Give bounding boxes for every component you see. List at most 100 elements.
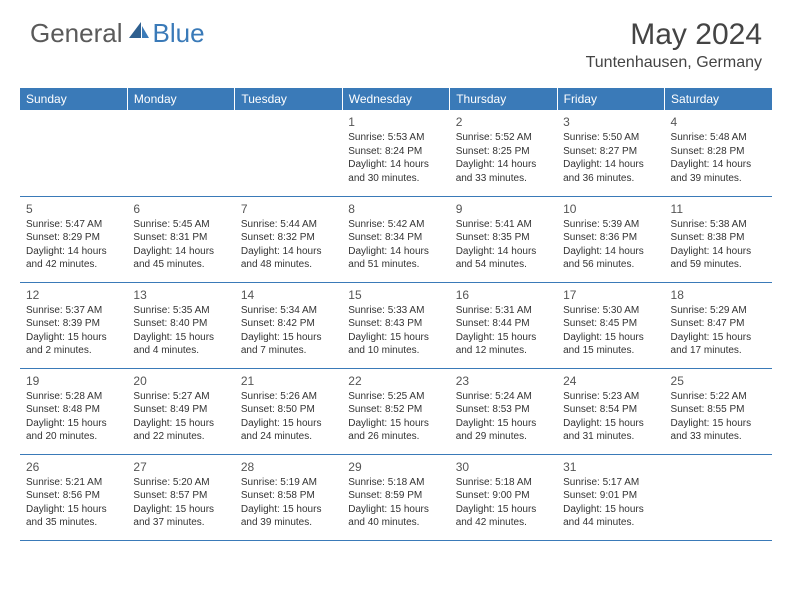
sunset-text: Sunset: 8:54 PM — [563, 403, 658, 417]
sunrise-text: Sunrise: 5:24 AM — [456, 390, 551, 404]
sunrise-text: Sunrise: 5:38 AM — [671, 218, 766, 232]
sunrise-text: Sunrise: 5:27 AM — [133, 390, 228, 404]
sunrise-text: Sunrise: 5:35 AM — [133, 304, 228, 318]
day-number: 26 — [26, 459, 121, 475]
sunrise-text: Sunrise: 5:26 AM — [241, 390, 336, 404]
sunrise-text: Sunrise: 5:48 AM — [671, 131, 766, 145]
day-number: 25 — [671, 373, 766, 389]
day-header-tuesday: Tuesday — [235, 88, 342, 110]
daylight-text: Daylight: 14 hours and 36 minutes. — [563, 158, 658, 185]
sunrise-text: Sunrise: 5:42 AM — [348, 218, 443, 232]
daylight-text: Daylight: 15 hours and 42 minutes. — [456, 503, 551, 530]
day-cell: 13Sunrise: 5:35 AMSunset: 8:40 PMDayligh… — [127, 282, 234, 368]
day-cell: 16Sunrise: 5:31 AMSunset: 8:44 PMDayligh… — [450, 282, 557, 368]
sunrise-text: Sunrise: 5:53 AM — [348, 131, 443, 145]
sunset-text: Sunset: 8:49 PM — [133, 403, 228, 417]
day-number: 2 — [456, 114, 551, 130]
day-number: 27 — [133, 459, 228, 475]
daylight-text: Daylight: 14 hours and 45 minutes. — [133, 245, 228, 272]
calendar-body: 1Sunrise: 5:53 AMSunset: 8:24 PMDaylight… — [20, 110, 772, 540]
day-number: 19 — [26, 373, 121, 389]
day-number: 6 — [133, 201, 228, 217]
title-block: May 2024 Tuntenhausen, Germany — [586, 18, 762, 72]
daylight-text: Daylight: 15 hours and 31 minutes. — [563, 417, 658, 444]
sunset-text: Sunset: 8:59 PM — [348, 489, 443, 503]
page-header: General Blue May 2024 Tuntenhausen, Germ… — [0, 0, 792, 80]
sunrise-text: Sunrise: 5:41 AM — [456, 218, 551, 232]
sunrise-text: Sunrise: 5:30 AM — [563, 304, 658, 318]
day-cell — [20, 110, 127, 196]
day-number: 12 — [26, 287, 121, 303]
day-number: 5 — [26, 201, 121, 217]
day-header-thursday: Thursday — [450, 88, 557, 110]
sunset-text: Sunset: 8:55 PM — [671, 403, 766, 417]
sunrise-text: Sunrise: 5:50 AM — [563, 131, 658, 145]
day-number: 22 — [348, 373, 443, 389]
day-cell: 28Sunrise: 5:19 AMSunset: 8:58 PMDayligh… — [235, 454, 342, 540]
day-number: 8 — [348, 201, 443, 217]
sunset-text: Sunset: 8:52 PM — [348, 403, 443, 417]
day-cell: 14Sunrise: 5:34 AMSunset: 8:42 PMDayligh… — [235, 282, 342, 368]
day-cell: 1Sunrise: 5:53 AMSunset: 8:24 PMDaylight… — [342, 110, 449, 196]
week-row: 1Sunrise: 5:53 AMSunset: 8:24 PMDaylight… — [20, 110, 772, 196]
sunrise-text: Sunrise: 5:18 AM — [348, 476, 443, 490]
daylight-text: Daylight: 15 hours and 29 minutes. — [456, 417, 551, 444]
sunrise-text: Sunrise: 5:44 AM — [241, 218, 336, 232]
daylight-text: Daylight: 15 hours and 33 minutes. — [671, 417, 766, 444]
day-number: 7 — [241, 201, 336, 217]
sunset-text: Sunset: 8:56 PM — [26, 489, 121, 503]
day-cell — [665, 454, 772, 540]
daylight-text: Daylight: 14 hours and 39 minutes. — [671, 158, 766, 185]
brand-logo: General Blue — [30, 18, 205, 49]
sunset-text: Sunset: 8:42 PM — [241, 317, 336, 331]
day-header-saturday: Saturday — [665, 88, 772, 110]
sunset-text: Sunset: 8:28 PM — [671, 145, 766, 159]
day-cell — [235, 110, 342, 196]
sunrise-text: Sunrise: 5:39 AM — [563, 218, 658, 232]
sunrise-text: Sunrise: 5:52 AM — [456, 131, 551, 145]
day-header-friday: Friday — [557, 88, 664, 110]
day-number: 23 — [456, 373, 551, 389]
day-cell: 6Sunrise: 5:45 AMSunset: 8:31 PMDaylight… — [127, 196, 234, 282]
daylight-text: Daylight: 15 hours and 4 minutes. — [133, 331, 228, 358]
daylight-text: Daylight: 15 hours and 44 minutes. — [563, 503, 658, 530]
location-text: Tuntenhausen, Germany — [586, 54, 762, 72]
day-cell: 10Sunrise: 5:39 AMSunset: 8:36 PMDayligh… — [557, 196, 664, 282]
sunset-text: Sunset: 8:38 PM — [671, 231, 766, 245]
sunset-text: Sunset: 8:36 PM — [563, 231, 658, 245]
day-number: 15 — [348, 287, 443, 303]
sunrise-text: Sunrise: 5:34 AM — [241, 304, 336, 318]
sunrise-text: Sunrise: 5:18 AM — [456, 476, 551, 490]
sunset-text: Sunset: 8:48 PM — [26, 403, 121, 417]
daylight-text: Daylight: 15 hours and 37 minutes. — [133, 503, 228, 530]
daylight-text: Daylight: 15 hours and 26 minutes. — [348, 417, 443, 444]
day-number: 3 — [563, 114, 658, 130]
sunrise-text: Sunrise: 5:17 AM — [563, 476, 658, 490]
sunrise-text: Sunrise: 5:37 AM — [26, 304, 121, 318]
day-cell: 9Sunrise: 5:41 AMSunset: 8:35 PMDaylight… — [450, 196, 557, 282]
day-cell: 15Sunrise: 5:33 AMSunset: 8:43 PMDayligh… — [342, 282, 449, 368]
day-cell: 17Sunrise: 5:30 AMSunset: 8:45 PMDayligh… — [557, 282, 664, 368]
day-cell: 5Sunrise: 5:47 AMSunset: 8:29 PMDaylight… — [20, 196, 127, 282]
week-row: 12Sunrise: 5:37 AMSunset: 8:39 PMDayligh… — [20, 282, 772, 368]
day-cell: 21Sunrise: 5:26 AMSunset: 8:50 PMDayligh… — [235, 368, 342, 454]
day-cell: 20Sunrise: 5:27 AMSunset: 8:49 PMDayligh… — [127, 368, 234, 454]
day-number: 18 — [671, 287, 766, 303]
day-header-sunday: Sunday — [20, 88, 127, 110]
day-cell: 23Sunrise: 5:24 AMSunset: 8:53 PMDayligh… — [450, 368, 557, 454]
daylight-text: Daylight: 15 hours and 12 minutes. — [456, 331, 551, 358]
sunrise-text: Sunrise: 5:29 AM — [671, 304, 766, 318]
day-number: 20 — [133, 373, 228, 389]
sunrise-text: Sunrise: 5:31 AM — [456, 304, 551, 318]
sunset-text: Sunset: 8:34 PM — [348, 231, 443, 245]
calendar-table: SundayMondayTuesdayWednesdayThursdayFrid… — [20, 88, 772, 541]
day-number: 30 — [456, 459, 551, 475]
sunset-text: Sunset: 8:57 PM — [133, 489, 228, 503]
day-cell: 22Sunrise: 5:25 AMSunset: 8:52 PMDayligh… — [342, 368, 449, 454]
day-number: 21 — [241, 373, 336, 389]
sunset-text: Sunset: 8:50 PM — [241, 403, 336, 417]
day-cell: 2Sunrise: 5:52 AMSunset: 8:25 PMDaylight… — [450, 110, 557, 196]
daylight-text: Daylight: 14 hours and 56 minutes. — [563, 245, 658, 272]
sunset-text: Sunset: 8:44 PM — [456, 317, 551, 331]
sunset-text: Sunset: 8:40 PM — [133, 317, 228, 331]
